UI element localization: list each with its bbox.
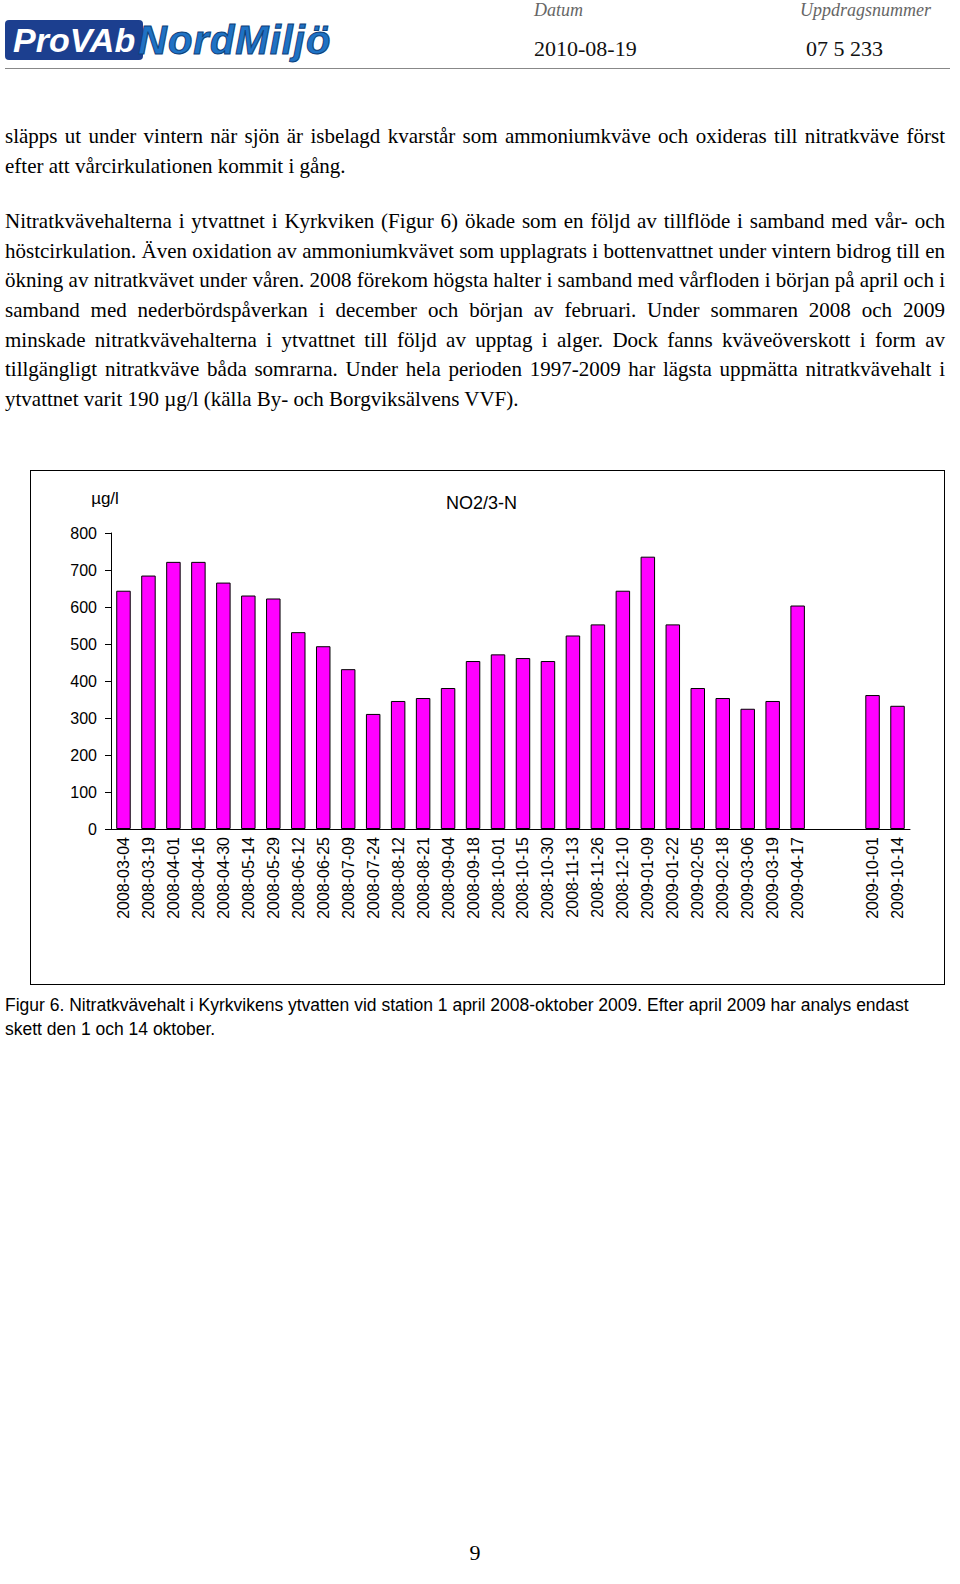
html-text:ProVAb NordMiljö: ProVAb NordMiljö <box>13 18 332 62</box>
svg-text:2009-10-01: 2009-10-01 <box>864 837 881 919</box>
svg-text:600: 600 <box>70 599 97 616</box>
svg-text:2008-08-21: 2008-08-21 <box>415 837 432 919</box>
svg-text:2008-08-12: 2008-08-12 <box>390 837 407 919</box>
svg-text:700: 700 <box>70 562 97 579</box>
svg-text:2009-10-14: 2009-10-14 <box>889 837 906 919</box>
svg-text:300: 300 <box>70 710 97 727</box>
html-text:Datum: Datum <box>534 0 583 20</box>
svg-text:2008-09-04: 2008-09-04 <box>440 837 457 919</box>
svg-text:2008-07-24: 2008-07-24 <box>365 837 382 919</box>
svg-text:2008-06-25: 2008-06-25 <box>315 837 332 919</box>
svg-text:800: 800 <box>70 525 97 542</box>
svg-text:2009-03-06: 2009-03-06 <box>739 837 756 919</box>
svg-text:µg/l: µg/l <box>91 489 119 508</box>
svg-text:2008-05-29: 2008-05-29 <box>265 837 282 919</box>
html-text:9: 9 <box>469 1540 481 1565</box>
svg-text:2008-03-19: 2008-03-19 <box>140 837 157 919</box>
svg-text:2009-04-17: 2009-04-17 <box>789 837 806 919</box>
svg-text:2008-04-01: 2008-04-01 <box>165 837 182 919</box>
svg-text:2008-05-14: 2008-05-14 <box>240 837 257 919</box>
svg-text:2009-02-18: 2009-02-18 <box>714 837 731 919</box>
html-text:släpps ut under vintern när sj: släpps ut under vintern när sjön är isbe… <box>5 124 945 178</box>
svg-text:2008-11-13: 2008-11-13 <box>564 837 581 918</box>
svg-text:0: 0 <box>88 821 97 838</box>
html-text:Figur 6. Nitratkvävehalt i Kyr: Figur 6. Nitratkvävehalt i Kyrkvikens yt… <box>5 995 909 1039</box>
svg-text:NO2/3-N: NO2/3-N <box>446 493 517 513</box>
svg-text:2009-03-19: 2009-03-19 <box>764 837 781 919</box>
svg-text:500: 500 <box>70 636 97 653</box>
svg-text:400: 400 <box>70 673 97 690</box>
svg-text:2008-10-01: 2008-10-01 <box>490 837 507 919</box>
svg-text:2008-04-30: 2008-04-30 <box>215 837 232 919</box>
html-text:2010-08-19: 2010-08-19 <box>534 36 637 61</box>
svg-text:2008-06-12: 2008-06-12 <box>290 837 307 919</box>
svg-text:2008-04-16: 2008-04-16 <box>190 837 207 919</box>
svg-text:200: 200 <box>70 747 97 764</box>
svg-text:2008-12-10: 2008-12-10 <box>614 837 631 919</box>
svg-text:2008-07-09: 2008-07-09 <box>340 837 357 919</box>
html-text:Nitratkvävehalterna i ytvattne: Nitratkvävehalterna i ytvattnet i Kyrkvi… <box>5 209 945 411</box>
html-text:Uppdragsnummer: Uppdragsnummer <box>800 0 931 20</box>
html-text:07 5 233: 07 5 233 <box>806 36 883 61</box>
svg-text:2008-10-30: 2008-10-30 <box>539 837 556 919</box>
svg-text:2008-03-04: 2008-03-04 <box>115 837 132 919</box>
svg-text:2008-09-18: 2008-09-18 <box>465 837 482 919</box>
svg-text:2009-01-09: 2009-01-09 <box>639 837 656 919</box>
svg-text:2008-11-26: 2008-11-26 <box>589 837 606 918</box>
svg-text:2009-02-05: 2009-02-05 <box>689 837 706 919</box>
svg-text:2008-10-15: 2008-10-15 <box>514 837 531 919</box>
svg-text:100: 100 <box>70 784 97 801</box>
svg-text:2009-01-22: 2009-01-22 <box>664 837 681 919</box>
